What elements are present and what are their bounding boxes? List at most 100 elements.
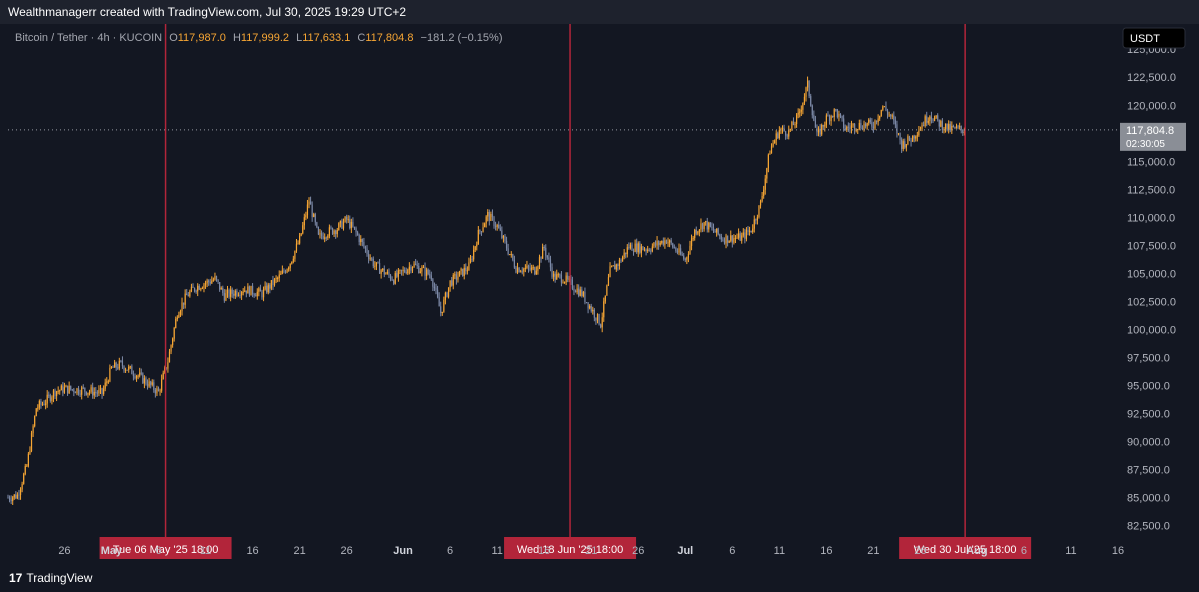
candle: [632, 248, 635, 256]
candle: [901, 137, 903, 154]
time-axis[interactable]: 26 May 6 11 16 21 26 Jun 6 11 16 21 26 Jul 6 11 16 21 26 Au…: [58, 545, 1124, 557]
currency-button[interactable]: USDT: [1122, 27, 1186, 49]
candle: [200, 287, 202, 292]
candle: [223, 289, 225, 303]
candle: [126, 369, 128, 371]
candle: [946, 123, 948, 132]
candle: [129, 365, 131, 369]
candle: [777, 131, 779, 140]
candle: [215, 275, 218, 282]
candle: [639, 241, 641, 255]
tradingview-logo[interactable]: 17 TradingView: [9, 571, 92, 585]
y-tick-label: 100,000.0: [1127, 324, 1176, 336]
candle: [256, 288, 258, 300]
candle: [458, 270, 461, 277]
chart-background: [0, 24, 1199, 566]
candle: [314, 212, 316, 226]
candle: [237, 292, 240, 297]
candle: [172, 337, 174, 348]
candle: [744, 228, 746, 244]
candle: [568, 276, 570, 283]
candle: [822, 124, 824, 131]
candle: [513, 255, 515, 269]
candle: [34, 415, 36, 428]
candle: [410, 264, 412, 274]
candle: [277, 276, 279, 283]
candle: [184, 289, 186, 309]
candle: [19, 487, 22, 500]
candle: [753, 215, 755, 233]
candle: [79, 389, 81, 398]
candle: [932, 118, 934, 123]
candle: [7, 494, 9, 499]
candle: [648, 247, 650, 252]
candle: [142, 372, 144, 384]
candle: [452, 273, 454, 290]
candle: [679, 244, 682, 256]
candle: [562, 279, 564, 284]
candle: [761, 192, 763, 203]
candle: [427, 268, 429, 276]
candle: [706, 217, 708, 233]
candle: [432, 277, 434, 292]
candle: [672, 242, 674, 249]
candle: [678, 243, 680, 256]
candle: [150, 380, 152, 389]
candle: [785, 130, 787, 140]
candle: [944, 123, 947, 133]
legend-open-value: 117,987.0: [178, 32, 226, 44]
candle: [107, 379, 109, 384]
candle: [781, 125, 784, 134]
candle: [192, 283, 194, 289]
candle: [369, 254, 371, 261]
candle: [600, 323, 602, 329]
candle: [457, 271, 459, 283]
candle: [303, 213, 305, 230]
candle: [57, 386, 59, 395]
candle: [620, 258, 622, 264]
candle: [30, 430, 33, 453]
y-tick-label: 95,000.0: [1127, 380, 1170, 392]
candle: [228, 288, 230, 299]
candle: [159, 388, 161, 396]
candle: [797, 108, 799, 119]
candle: [598, 313, 600, 326]
candle: [730, 230, 732, 243]
candle: [264, 281, 266, 291]
candle: [167, 357, 169, 373]
y-tick-label: 85,000.0: [1127, 493, 1170, 505]
candle: [963, 127, 965, 136]
candle: [501, 226, 503, 240]
candle: [962, 129, 964, 136]
candle: [617, 263, 619, 271]
candle: [579, 286, 581, 297]
candle: [112, 365, 114, 368]
candle: [490, 211, 492, 222]
candle: [750, 230, 752, 233]
candle: [273, 277, 276, 287]
candle: [507, 243, 509, 256]
candle: [687, 251, 690, 263]
candle: [45, 399, 47, 410]
candle: [236, 288, 238, 298]
candle: [328, 224, 330, 239]
chart-area[interactable]: Tue 06 May '25 18:00 Wed 18 Jun '25 18:00…: [0, 24, 1199, 566]
candle: [902, 138, 904, 152]
candle: [664, 237, 666, 249]
candle: [12, 495, 14, 506]
candle: [18, 489, 20, 500]
candle: [333, 229, 335, 238]
candle: [178, 311, 180, 319]
candle: [614, 260, 616, 270]
candle: [611, 265, 613, 268]
candle: [255, 293, 257, 297]
candle: [651, 243, 653, 253]
x-tick-label: 11: [1065, 545, 1076, 557]
candle: [253, 292, 255, 298]
candle: [854, 123, 856, 135]
candle: [286, 268, 288, 274]
candle: [284, 269, 287, 274]
candle: [212, 277, 214, 282]
candle: [335, 229, 337, 239]
candle: [220, 286, 222, 290]
